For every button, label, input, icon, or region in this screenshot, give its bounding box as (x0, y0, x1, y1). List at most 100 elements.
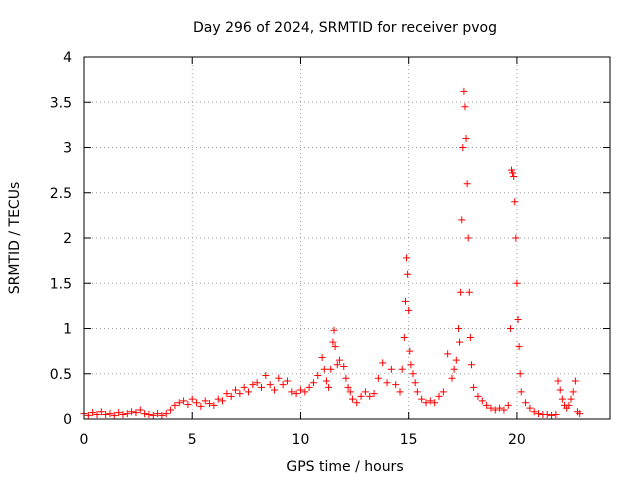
y-tick-label: 3 (63, 141, 72, 157)
data-point (404, 270, 412, 278)
y-tick-label: 4 (63, 50, 72, 66)
data-point (512, 234, 520, 242)
data-point (454, 325, 462, 332)
data-point (180, 397, 188, 405)
data-point (530, 408, 538, 416)
data-point (500, 406, 508, 414)
data-point (115, 409, 123, 417)
data-point (405, 306, 413, 314)
data-point (232, 386, 240, 394)
data-point (571, 377, 579, 385)
data-point (374, 374, 382, 382)
y-tick-label: 1 (63, 322, 72, 338)
data-point (426, 397, 434, 405)
data-point (439, 388, 447, 396)
data-point (214, 395, 222, 403)
data-point (457, 288, 465, 296)
data-point (301, 388, 309, 396)
data-point (403, 254, 411, 262)
data-point (132, 409, 140, 417)
data-point (167, 406, 175, 414)
data-point (515, 343, 523, 351)
data-point (333, 361, 341, 369)
data-point (448, 374, 456, 382)
data-point (491, 406, 499, 414)
data-point (431, 399, 439, 407)
data-point (279, 381, 287, 389)
data-point (123, 410, 131, 418)
data-point (569, 388, 577, 396)
x-tick-label: 15 (400, 432, 418, 448)
data-point (554, 377, 562, 385)
data-point (227, 392, 235, 400)
data-point (422, 399, 430, 407)
data-point (406, 347, 414, 355)
data-point (462, 134, 470, 142)
data-point (450, 365, 458, 373)
data-point (470, 383, 478, 391)
data-point (565, 401, 573, 409)
data-point (357, 392, 365, 400)
data-point (331, 343, 339, 351)
y-tick-label: 2 (63, 231, 72, 247)
data-point (461, 103, 469, 111)
data-point (236, 390, 244, 398)
data-point (128, 408, 136, 416)
data-point (171, 401, 179, 409)
data-point (102, 410, 110, 418)
data-point (270, 386, 278, 394)
data-point (458, 216, 466, 224)
data-point (275, 374, 283, 382)
data-point (262, 372, 270, 380)
data-point (576, 410, 584, 418)
data-point (460, 87, 468, 95)
data-point (548, 411, 556, 419)
data-point (288, 388, 296, 396)
y-tick-label: 2.5 (50, 186, 72, 202)
data-point (466, 334, 474, 342)
data-point (119, 410, 127, 418)
data-point (283, 377, 291, 385)
data-point (459, 144, 467, 151)
data-point (370, 390, 378, 398)
data-point (513, 279, 521, 287)
data-point (348, 395, 356, 403)
data-point (197, 402, 205, 410)
data-point (517, 388, 525, 396)
data-point (353, 399, 361, 407)
data-point (452, 356, 460, 364)
data-point (418, 395, 426, 403)
data-point (210, 401, 218, 409)
data-point (516, 370, 524, 378)
data-point (535, 410, 543, 418)
x-axis-label: GPS time / hours (286, 459, 403, 475)
data-point (483, 401, 491, 409)
data-point (344, 383, 352, 391)
data-point (245, 388, 253, 396)
x-tick-label: 0 (80, 432, 89, 448)
data-point (149, 411, 157, 419)
data-point (89, 409, 97, 417)
data-point (514, 315, 522, 323)
data-point (193, 399, 201, 407)
data-point (249, 381, 257, 389)
data-point (379, 359, 387, 367)
data-point (342, 374, 350, 382)
data-point (162, 410, 170, 418)
y-axis-label: SRMTID / TECUs (7, 182, 23, 295)
axis-ticks: 0 0.5 1 1.5 2 2.5 3 3.5 4 0 5 10 15 20 (50, 50, 610, 448)
y-tick-label: 3.5 (50, 95, 72, 111)
data-point (154, 410, 162, 418)
data-point (463, 180, 471, 188)
data-point (366, 392, 374, 400)
data-point (510, 172, 518, 180)
data-point (444, 350, 452, 358)
data-point (409, 370, 417, 378)
data-point (329, 338, 337, 346)
data-point (240, 383, 248, 391)
y-tick-label: 1.5 (50, 276, 72, 292)
data-point (320, 365, 328, 373)
data-point (361, 388, 369, 396)
data-point (253, 379, 261, 387)
data-point (522, 399, 530, 407)
